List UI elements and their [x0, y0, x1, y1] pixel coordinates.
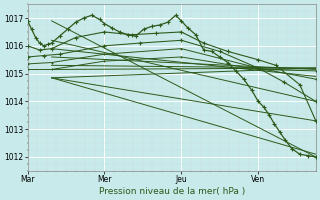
X-axis label: Pression niveau de la mer( hPa ): Pression niveau de la mer( hPa ) — [99, 187, 245, 196]
